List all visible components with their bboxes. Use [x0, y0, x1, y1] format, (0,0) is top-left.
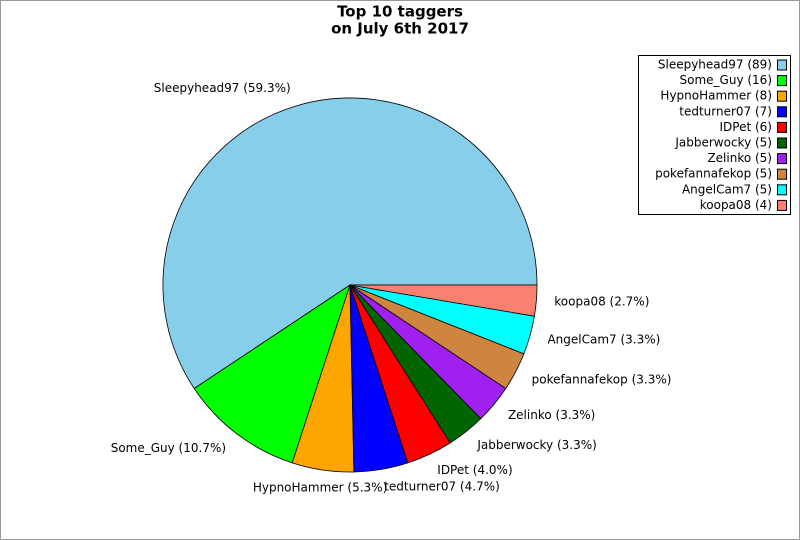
- legend-label: tedturner07 (7): [679, 104, 772, 118]
- legend-label: Some_Guy (16): [680, 73, 772, 87]
- legend-box: [638, 55, 791, 215]
- slice-label: Jabberwocky (3.3%): [476, 438, 596, 452]
- slice-label: AngelCam7 (3.3%): [547, 333, 660, 347]
- legend-label: Zelinko (5): [707, 151, 772, 165]
- legend-swatch: [777, 153, 787, 165]
- pie-slice: [162, 97, 538, 390]
- slice-label: Sleepyhead97 (59.3%): [154, 81, 291, 95]
- legend-swatch: [777, 90, 787, 102]
- legend-swatch: [777, 121, 787, 133]
- chart-title: Top 10 taggers: [337, 3, 463, 21]
- slice-label: Some_Guy (10.7%): [111, 441, 226, 455]
- legend-label: Jabberwocky (5): [674, 136, 772, 150]
- legend-label: IDPet (6): [720, 120, 773, 134]
- slice-label: HypnoHammer (5.3%): [253, 480, 387, 494]
- slice-label: tedturner07 (4.7%): [384, 480, 500, 494]
- legend-label: pokefannafekop (5): [655, 167, 772, 181]
- legend-swatch: [777, 137, 787, 149]
- pie-slice: [193, 284, 351, 464]
- legend-label: Sleepyhead97 (89): [658, 58, 772, 72]
- legend-swatch: [777, 184, 787, 196]
- legend-label: koopa08 (4): [700, 198, 772, 212]
- legend-swatch: [777, 59, 787, 71]
- slice-label: IDPet (4.0%): [437, 463, 512, 477]
- legend-label: AngelCam7 (5): [682, 182, 772, 196]
- chart-title: on July 6th 2017: [331, 20, 469, 38]
- slice-label: koopa08 (2.7%): [554, 295, 649, 309]
- slice-label: pokefannafekop (3.3%): [532, 372, 672, 386]
- legend-swatch: [777, 106, 787, 118]
- legend-label: HypnoHammer (8): [660, 89, 772, 103]
- legend-swatch: [777, 75, 787, 87]
- legend-swatch: [777, 199, 787, 211]
- pie-slice: [349, 284, 538, 317]
- legend-swatch: [777, 168, 787, 180]
- slice-label: Zelinko (3.3%): [508, 408, 595, 422]
